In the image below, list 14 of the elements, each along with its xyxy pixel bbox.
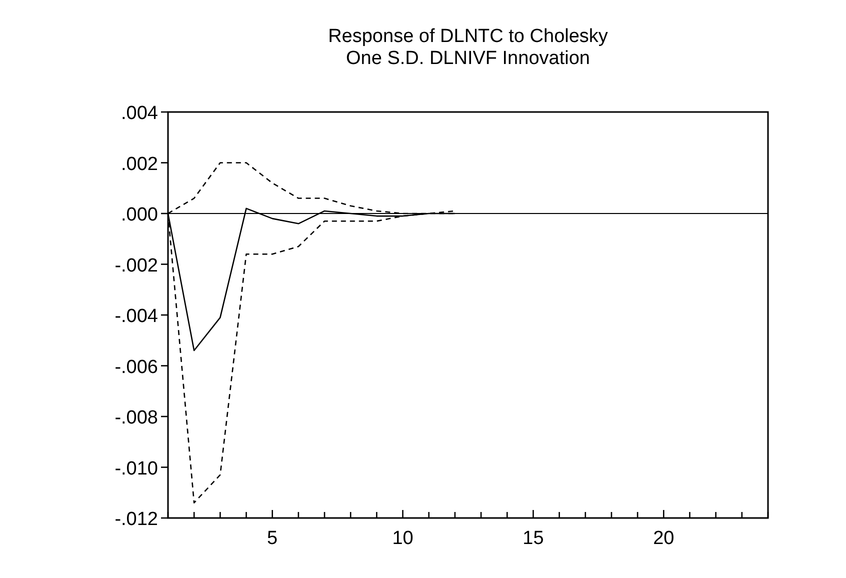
y-tick-label: .000 [121, 204, 158, 226]
x-tick-label: 15 [522, 528, 544, 549]
y-tick-label: -.012 [114, 509, 158, 530]
y-tick-label: -.008 [114, 408, 158, 428]
x-tick-label: 10 [392, 528, 414, 549]
y-tick-label: -.006 [114, 356, 158, 378]
y-tick-label: -.010 [114, 458, 158, 480]
chart-title: Response of DLNTC to Cholesky One S.D. DLNIVF Innovation [328, 26, 608, 69]
x-tick-label: 20 [653, 528, 674, 549]
y-tick-label: -.004 [114, 306, 158, 327]
y-tick-label: .004 [121, 103, 158, 124]
x-tick-label: 5 [267, 528, 278, 549]
y-tick-label: .002 [121, 154, 158, 175]
y-tick-label: -.002 [114, 255, 158, 276]
